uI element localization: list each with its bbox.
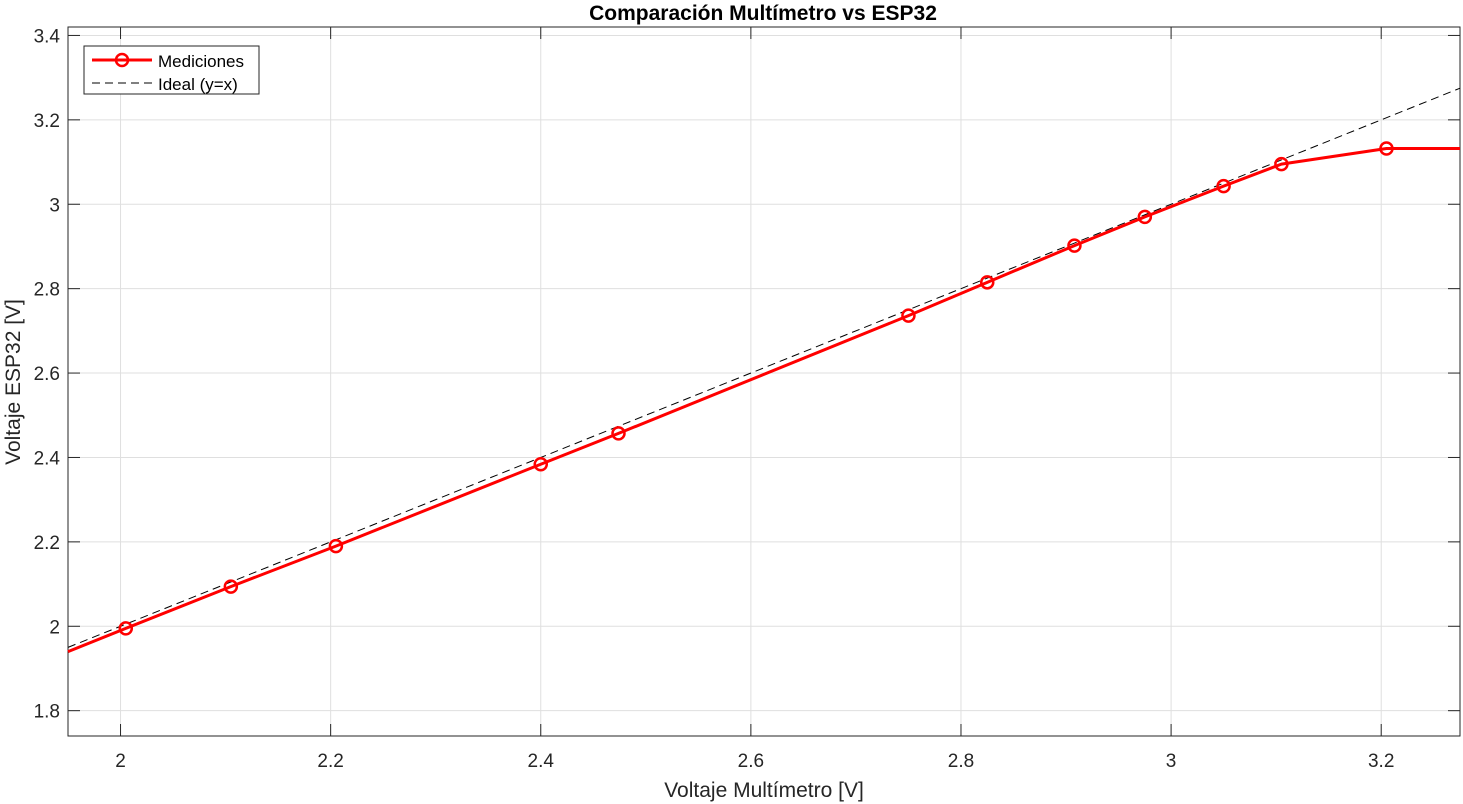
series bbox=[67, 87, 1461, 653]
x-tick-label: 2 bbox=[115, 751, 126, 772]
legend-box bbox=[83, 45, 260, 95]
legend: Mediciones Ideal (y=x) bbox=[83, 45, 260, 95]
axis-ticks: 2 2.2 2.4 2.6 2.8 3 3.2 1.8 2 2.2 2.4 2.6 2.8 3 3.2 3.4 bbox=[34, 26, 1460, 772]
x-axis-label: Voltaje Multímetro [V] bbox=[664, 779, 864, 802]
mediciones-point bbox=[1067, 238, 1082, 253]
x-tick-label: 2.6 bbox=[738, 751, 764, 772]
mediciones-line bbox=[67, 147, 1460, 653]
mediciones-point bbox=[1379, 141, 1394, 156]
y-tick-label: 1.8 bbox=[34, 702, 60, 723]
mediciones-point bbox=[328, 538, 344, 554]
mediciones-point bbox=[223, 579, 239, 594]
y-tick-label: 2 bbox=[49, 617, 60, 638]
y-tick-label: 2.8 bbox=[34, 280, 60, 301]
mediciones-point bbox=[533, 456, 549, 472]
x-tick-label: 3.2 bbox=[1368, 751, 1394, 772]
y-axis-label: Voltaje ESP32 [V] bbox=[2, 299, 25, 465]
chart-title: Comparación Multímetro vs ESP32 bbox=[589, 2, 937, 25]
x-tick-label: 3 bbox=[1166, 751, 1177, 772]
mediciones-point bbox=[901, 308, 916, 323]
x-tick-label: 2.4 bbox=[528, 751, 555, 772]
mediciones-point bbox=[1274, 156, 1289, 172]
x-tick-label: 2.8 bbox=[948, 751, 974, 772]
legend-label-mediciones: Mediciones bbox=[158, 52, 244, 71]
plot-area-frame bbox=[67, 26, 1461, 737]
x-tick-label: 2.2 bbox=[317, 751, 343, 772]
y-tick-label: 3 bbox=[49, 195, 60, 216]
legend-marker-mediciones bbox=[114, 52, 130, 68]
mediciones-point bbox=[118, 621, 134, 636]
y-tick-label: 2.4 bbox=[34, 448, 61, 469]
y-tick-label: 2.6 bbox=[34, 364, 60, 385]
mediciones-point bbox=[979, 275, 995, 290]
y-tick-label: 2.2 bbox=[34, 533, 60, 554]
y-tick-label: 3.2 bbox=[34, 111, 60, 132]
mediciones-point bbox=[611, 426, 626, 441]
mediciones-point bbox=[1137, 209, 1153, 225]
mediciones-point bbox=[1216, 178, 1231, 194]
legend-label-ideal: Ideal (y=x) bbox=[158, 75, 238, 94]
y-tick-label: 3.4 bbox=[34, 26, 61, 47]
grid bbox=[68, 27, 1460, 736]
